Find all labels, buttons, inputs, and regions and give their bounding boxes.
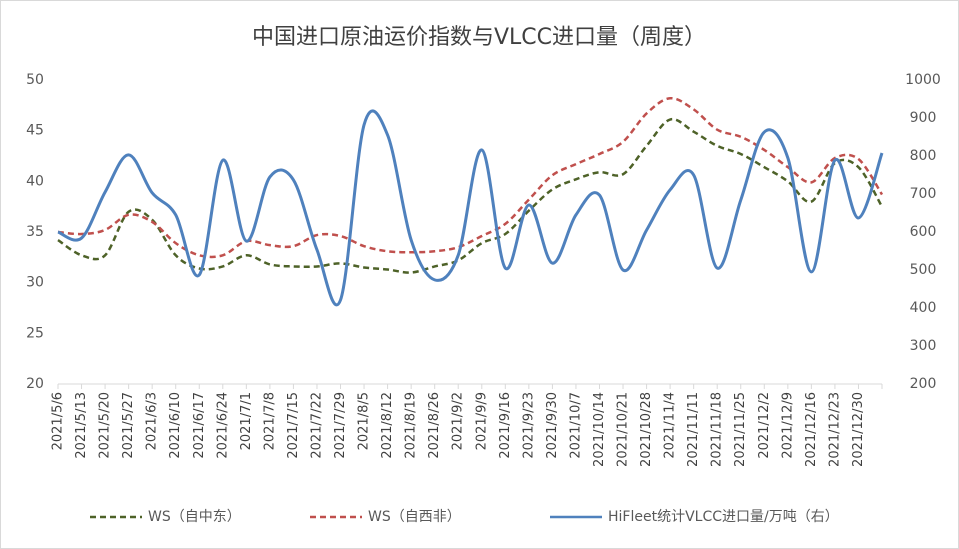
series-line — [57, 117, 884, 274]
y2-tick-label: 700 — [910, 186, 937, 202]
y2-tick-label: 800 — [910, 148, 937, 164]
x-tick-label: 2021/8/12 — [380, 392, 395, 459]
x-tick-label: 2021/11/11 — [686, 392, 701, 467]
x-tick-label: 2021/5/20 — [98, 392, 113, 459]
chart-title: 中国进口原油运价指数与VLCC进口量（周度） — [252, 25, 706, 50]
legend-item: WS（自中东） — [90, 509, 241, 525]
x-tick-label: 2021/12/2 — [757, 392, 772, 459]
x-tick-label: 2021/5/13 — [74, 392, 89, 459]
x-tick-label: 2021/7/29 — [333, 392, 348, 459]
y-tick-label: 30 — [26, 275, 44, 291]
x-tick-label: 2021/6/10 — [168, 392, 183, 459]
legend-label: HiFleet统计VLCC进口量/万吨（右） — [608, 509, 839, 525]
x-tick-label: 2021/11/25 — [733, 392, 748, 467]
x-tick-label: 2021/9/23 — [521, 392, 536, 459]
y2-tick-label: 900 — [910, 110, 937, 126]
x-tick-label: 2021/10/28 — [639, 392, 654, 467]
legend-item: WS（自西非） — [310, 509, 461, 525]
y2-tick-label: 200 — [910, 376, 937, 392]
x-tick-label: 2021/7/22 — [309, 392, 324, 459]
x-tick-label: 2021/12/30 — [851, 392, 866, 467]
y2-tick-label: 400 — [910, 300, 937, 316]
legend-label: WS（自西非） — [368, 509, 461, 525]
y-tick-label: 45 — [26, 123, 44, 139]
y2-tick-label: 1000 — [905, 72, 941, 88]
x-tick-label: 2021/11/4 — [663, 392, 678, 459]
x-tick-label: 2021/12/16 — [804, 392, 819, 467]
x-tick-label: 2021/8/26 — [427, 392, 442, 459]
series-line — [57, 96, 884, 259]
x-tick-label: 2021/5/6 — [51, 392, 66, 450]
legend-label: WS（自中东） — [148, 509, 241, 525]
x-tick-label: 2021/6/3 — [145, 392, 160, 450]
x-tick-label: 2021/10/14 — [592, 392, 607, 467]
x-tick-label: 2021/7/15 — [286, 392, 301, 459]
y2-tick-label: 500 — [910, 262, 937, 278]
y-tick-label: 40 — [26, 173, 44, 189]
x-tick-label: 2021/8/19 — [404, 392, 419, 459]
x-tick-label: 2021/8/5 — [357, 392, 372, 450]
y-tick-label: 50 — [26, 72, 44, 88]
y-tick-label: 20 — [26, 376, 44, 392]
x-tick-label: 2021/6/24 — [215, 392, 230, 459]
x-tick-label: 2021/7/1 — [239, 392, 254, 450]
x-tick-label: 2021/10/7 — [568, 392, 583, 459]
x-tick-label: 2021/9/16 — [498, 392, 513, 459]
x-tick-label: 2021/10/21 — [616, 392, 631, 467]
y-tick-label: 35 — [26, 224, 44, 240]
x-tick-label: 2021/5/27 — [121, 392, 136, 459]
y2-tick-label: 300 — [910, 338, 937, 354]
x-tick-label: 2021/11/18 — [710, 392, 725, 467]
legend-item: HiFleet统计VLCC进口量/万吨（右） — [550, 509, 839, 525]
x-tick-label: 2021/9/30 — [545, 392, 560, 459]
x-tick-label: 2021/9/2 — [451, 392, 466, 450]
x-tick-label: 2021/12/23 — [827, 392, 842, 467]
x-tick-label: 2021/12/9 — [780, 392, 795, 459]
x-tick-label: 2021/9/9 — [474, 392, 489, 450]
y2-tick-label: 600 — [910, 224, 937, 240]
series-line — [57, 109, 884, 307]
x-tick-label: 2021/6/17 — [192, 392, 207, 459]
x-tick-label: 2021/7/8 — [262, 392, 277, 450]
y-tick-label: 25 — [26, 325, 44, 341]
